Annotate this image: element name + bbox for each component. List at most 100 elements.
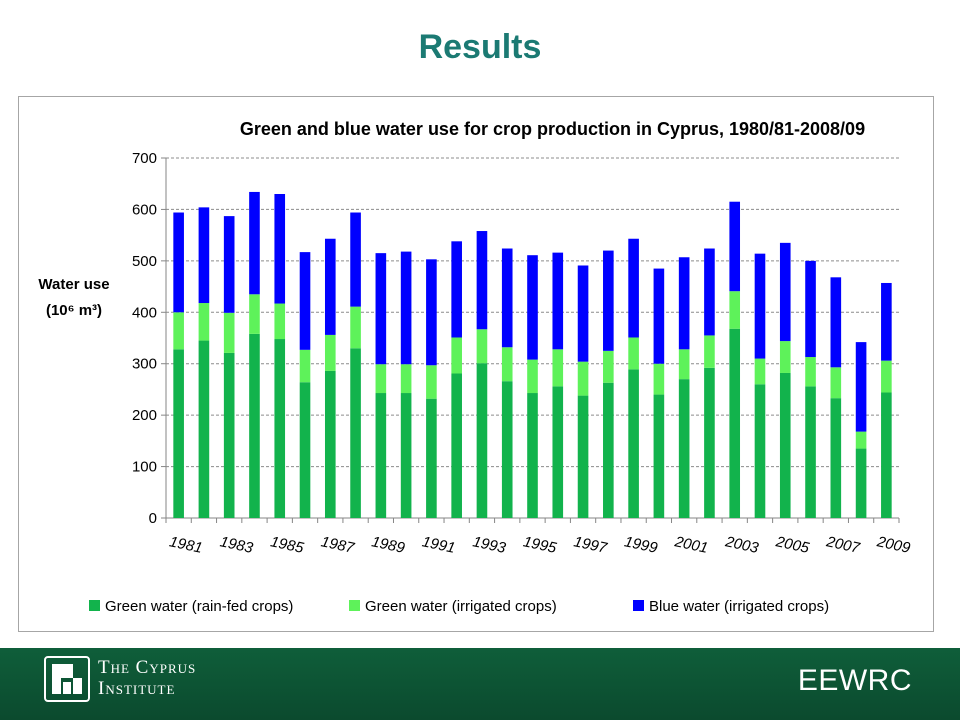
y-tick-label: 0 bbox=[149, 510, 157, 527]
stacked-bar-chart: Green and blue water use for crop produc… bbox=[38, 119, 913, 615]
bar-green-irrigated-2007 bbox=[830, 367, 842, 399]
bar-green-irrigated-1988 bbox=[350, 306, 361, 349]
bar-blue-irrigated-2002 bbox=[704, 248, 715, 336]
y-tick-label: 400 bbox=[132, 304, 157, 321]
bar-green-irrigated-2002 bbox=[704, 335, 715, 368]
bar-blue-irrigated-1987 bbox=[324, 238, 336, 335]
bar-green-irrigated-1996 bbox=[552, 349, 564, 387]
bar-green-rainfed-1981 bbox=[173, 349, 184, 518]
legend-swatch bbox=[89, 600, 100, 611]
bar-green-rainfed-2008 bbox=[855, 448, 867, 518]
bar-green-rainfed-2002 bbox=[704, 367, 715, 518]
y-axis-label-line2: (10⁶ m³) bbox=[46, 302, 102, 319]
bar-green-irrigated-1990 bbox=[400, 364, 412, 394]
x-tick-label: 1997 bbox=[572, 533, 609, 557]
bar-green-irrigated-1986 bbox=[299, 349, 311, 383]
bar-blue-irrigated-1998 bbox=[603, 250, 614, 351]
bar-green-irrigated-1989 bbox=[375, 364, 387, 394]
bar-green-rainfed-1992 bbox=[451, 373, 462, 518]
bar-green-irrigated-2009 bbox=[881, 360, 892, 393]
bar-green-irrigated-1994 bbox=[501, 347, 513, 382]
organization-name-line1: The Cyprus bbox=[98, 657, 197, 678]
bar-green-irrigated-2001 bbox=[678, 349, 690, 380]
footer-band bbox=[0, 648, 960, 720]
legend-label: Green water (rain-fed crops) bbox=[105, 598, 293, 615]
x-tick-label: 2003 bbox=[723, 533, 761, 557]
bar-blue-irrigated-2003 bbox=[729, 201, 741, 292]
y-axis-label-line1: Water use bbox=[38, 276, 109, 293]
bar-green-irrigated-1992 bbox=[451, 337, 462, 374]
bar-blue-irrigated-1989 bbox=[375, 253, 387, 365]
bar-green-irrigated-1991 bbox=[426, 365, 437, 399]
bar-blue-irrigated-2009 bbox=[881, 282, 892, 361]
x-tick-label: 2007 bbox=[824, 533, 862, 557]
x-tick-label: 1999 bbox=[623, 533, 660, 557]
bar-green-rainfed-2004 bbox=[754, 384, 766, 518]
x-tick-label: 2001 bbox=[672, 533, 709, 557]
bar-green-irrigated-2005 bbox=[779, 341, 791, 373]
bar-green-irrigated-1993 bbox=[476, 329, 488, 364]
bar-blue-irrigated-2001 bbox=[678, 257, 690, 350]
x-tick-label: 1991 bbox=[421, 533, 457, 557]
bar-green-rainfed-1996 bbox=[552, 386, 564, 518]
bar-green-rainfed-1999 bbox=[628, 369, 639, 518]
bar-green-rainfed-1997 bbox=[577, 395, 589, 518]
chart-area: Green and blue water use for crop produc… bbox=[18, 96, 934, 632]
bar-green-rainfed-1994 bbox=[501, 381, 513, 518]
x-tick-label: 2005 bbox=[773, 533, 811, 557]
bar-green-rainfed-2003 bbox=[729, 328, 741, 518]
bar-green-irrigated-1981 bbox=[173, 312, 184, 350]
legend-swatch bbox=[349, 600, 360, 611]
bar-green-irrigated-1999 bbox=[628, 337, 639, 370]
x-tick-label: 1983 bbox=[218, 533, 255, 557]
bar-green-rainfed-1989 bbox=[375, 393, 387, 518]
bar-green-rainfed-1995 bbox=[527, 393, 538, 518]
bar-blue-irrigated-1984 bbox=[249, 191, 260, 295]
y-tick-label: 300 bbox=[132, 356, 157, 373]
bar-green-irrigated-1987 bbox=[324, 334, 336, 371]
x-tick-label: 2009 bbox=[875, 533, 913, 557]
legend-swatch bbox=[633, 600, 644, 611]
bar-green-irrigated-1995 bbox=[527, 359, 538, 394]
bar-green-rainfed-1983 bbox=[223, 352, 235, 518]
bar-blue-irrigated-1994 bbox=[501, 248, 513, 348]
y-tick-label: 700 bbox=[132, 150, 157, 167]
bar-green-rainfed-1990 bbox=[400, 393, 412, 518]
legend-label: Blue water (irrigated crops) bbox=[649, 598, 829, 615]
bar-green-irrigated-1983 bbox=[223, 312, 235, 353]
organization-name: The Cyprus Institute bbox=[98, 657, 196, 699]
bar-blue-irrigated-2004 bbox=[754, 253, 766, 359]
bar-blue-irrigated-1999 bbox=[628, 238, 639, 338]
bar-blue-irrigated-1986 bbox=[299, 252, 311, 350]
bar-blue-irrigated-1993 bbox=[476, 231, 488, 330]
bar-green-irrigated-1985 bbox=[274, 303, 286, 340]
bar-green-irrigated-2008 bbox=[855, 431, 867, 449]
bar-green-irrigated-2003 bbox=[729, 291, 741, 329]
bar-green-rainfed-1991 bbox=[426, 398, 437, 518]
bar-green-rainfed-1984 bbox=[249, 333, 260, 518]
chart-title: Green and blue water use for crop produc… bbox=[240, 119, 865, 139]
bar-green-rainfed-2001 bbox=[678, 379, 690, 518]
bar-green-irrigated-1982 bbox=[198, 303, 210, 341]
bar-green-rainfed-1986 bbox=[299, 382, 311, 518]
brand-label: EEWRC bbox=[797, 664, 912, 697]
bar-green-rainfed-2005 bbox=[779, 372, 791, 518]
bar-blue-irrigated-1995 bbox=[527, 255, 538, 360]
bar-green-irrigated-2000 bbox=[653, 363, 665, 395]
x-tick-label: 1985 bbox=[269, 533, 306, 557]
bar-blue-irrigated-1997 bbox=[577, 265, 589, 362]
bar-blue-irrigated-1991 bbox=[426, 259, 437, 366]
bar-green-rainfed-1987 bbox=[324, 370, 336, 518]
bar-green-rainfed-2009 bbox=[881, 392, 892, 518]
bar-green-rainfed-1988 bbox=[350, 348, 361, 518]
bar-green-rainfed-2006 bbox=[805, 386, 816, 518]
bar-blue-irrigated-2008 bbox=[855, 342, 867, 432]
x-tick-label: 1989 bbox=[370, 533, 407, 557]
bar-blue-irrigated-2005 bbox=[779, 242, 791, 342]
y-tick-label: 200 bbox=[132, 407, 157, 424]
slide-title: Results bbox=[418, 28, 542, 66]
bar-green-rainfed-2000 bbox=[653, 394, 665, 518]
x-tick-label: 1987 bbox=[319, 533, 356, 557]
x-tick-label: 1993 bbox=[471, 533, 508, 557]
bar-green-rainfed-1985 bbox=[274, 339, 286, 518]
